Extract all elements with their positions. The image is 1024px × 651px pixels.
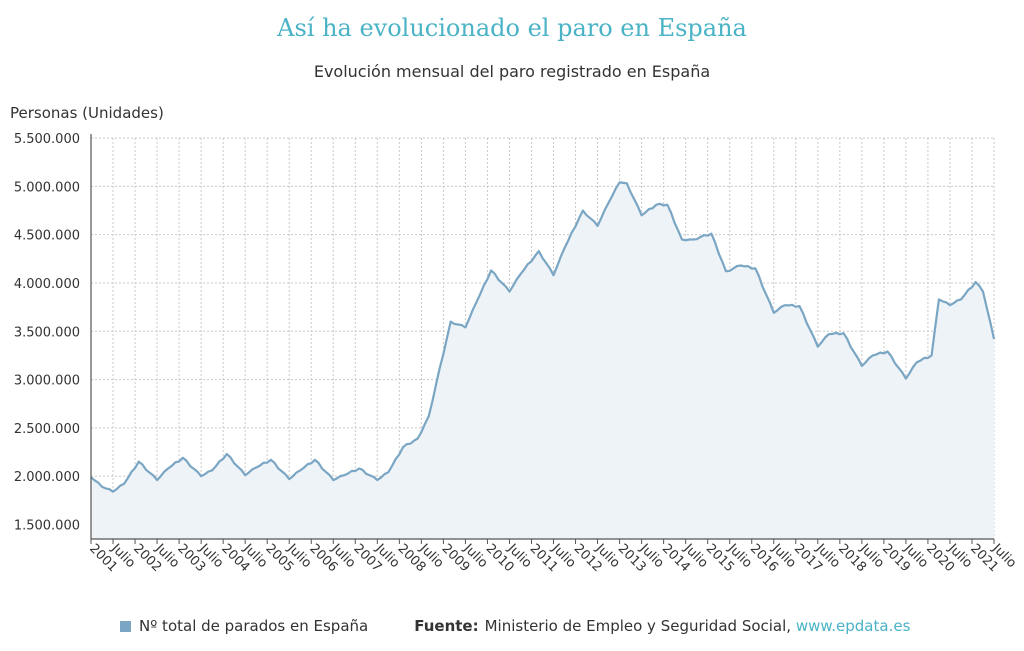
y-tick-label: 4.500.000 xyxy=(14,229,80,244)
y-tick-label: 4.000.000 xyxy=(14,277,80,292)
y-tick-label: 3.000.000 xyxy=(14,374,80,389)
series-line xyxy=(90,181,996,493)
series-area xyxy=(91,182,994,539)
chart-title: Así ha evolucionado el paro en España xyxy=(277,14,747,42)
y-tick-label: 5.000.000 xyxy=(14,180,80,195)
source-label: Fuente: xyxy=(414,617,479,635)
source-text: Ministerio de Empleo y Seguridad Social, xyxy=(484,617,792,635)
legend-label[interactable]: Nº total de parados en España xyxy=(139,617,369,635)
source-link[interactable]: www.epdata.es xyxy=(795,617,911,635)
y-tick-label: 2.000.000 xyxy=(14,470,80,485)
y-tick-label: 5.500.000 xyxy=(14,132,80,147)
y-axis-label: Personas (Unidades) xyxy=(10,104,164,122)
legend-swatch xyxy=(120,620,131,632)
y-tick-label: 1.500.000 xyxy=(14,519,80,534)
y-tick-label: 2.500.000 xyxy=(14,422,80,437)
y-tick-label: 3.500.000 xyxy=(14,325,80,340)
legend: Nº total de parados en España Fuente: Mi… xyxy=(120,617,910,635)
chart-subtitle: Evolución mensual del paro registrado en… xyxy=(313,62,711,81)
